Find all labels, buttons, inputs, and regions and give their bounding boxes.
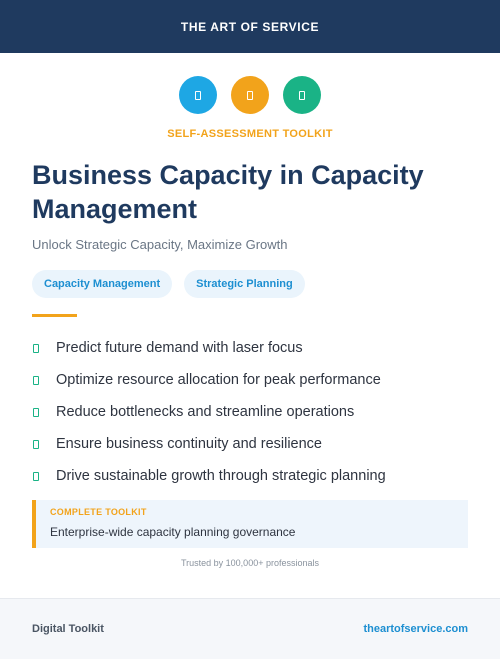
page-title: Business Capacity in Capacity Management [32, 160, 424, 224]
list-item: Drive sustainable growth through strateg… [32, 460, 472, 492]
callout-label: COMPLETE TOOLKIT [50, 507, 147, 517]
brand-name: THE ART OF SERVICE [180, 19, 320, 34]
document-icon [299, 90, 305, 100]
checkbox-icon [33, 343, 39, 353]
tag-capacity-management: Capacity Management [32, 270, 173, 298]
benefit-text: Ensure business continuity and resilienc… [56, 436, 322, 452]
subtitle: Unlock Strategic Capacity, Maximize Grow… [32, 237, 288, 252]
list-item: Optimize resource allocation for peak pe… [32, 364, 472, 396]
benefit-text: Predict future demand with laser focus [56, 340, 303, 356]
tag-list: Capacity Management Strategic Planning [32, 270, 305, 298]
accent-divider [32, 314, 77, 317]
checkbox-icon [33, 407, 39, 417]
icon-row [0, 76, 500, 114]
list-item: Predict future demand with laser focus [32, 332, 472, 364]
tag-strategic-planning: Strategic Planning [184, 270, 305, 298]
benefit-text: Optimize resource allocation for peak pe… [56, 372, 381, 388]
toolkit-callout: COMPLETE TOOLKIT Enterprise-wide capacit… [32, 500, 468, 548]
callout-text: Enterprise-wide capacity planning govern… [50, 525, 296, 539]
list-item: Ensure business continuity and resilienc… [32, 428, 472, 460]
checkbox-icon [33, 375, 39, 385]
header-bar: THE ART OF SERVICE [0, 0, 500, 53]
icon-circle-green [283, 76, 321, 114]
footer-bar: Digital Toolkit theartofservice.com [0, 598, 500, 659]
icon-circle-blue [179, 76, 217, 114]
document-icon [247, 90, 253, 100]
checkbox-icon [33, 439, 39, 449]
website-link[interactable]: theartofservice.com [363, 623, 468, 635]
benefit-list: Predict future demand with laser focus O… [32, 332, 472, 492]
eyebrow-label: SELF-ASSESSMENT TOOLKIT [167, 128, 333, 140]
benefit-text: Drive sustainable growth through strateg… [56, 468, 386, 484]
checkbox-icon [33, 471, 39, 481]
document-icon [195, 90, 201, 100]
footer-label: Digital Toolkit [32, 623, 104, 635]
benefit-text: Reduce bottlenecks and streamline operat… [56, 404, 355, 420]
trusted-note: Trusted by 100,000+ professionals [180, 558, 319, 568]
icon-circle-orange [231, 76, 269, 114]
list-item: Reduce bottlenecks and streamline operat… [32, 396, 472, 428]
